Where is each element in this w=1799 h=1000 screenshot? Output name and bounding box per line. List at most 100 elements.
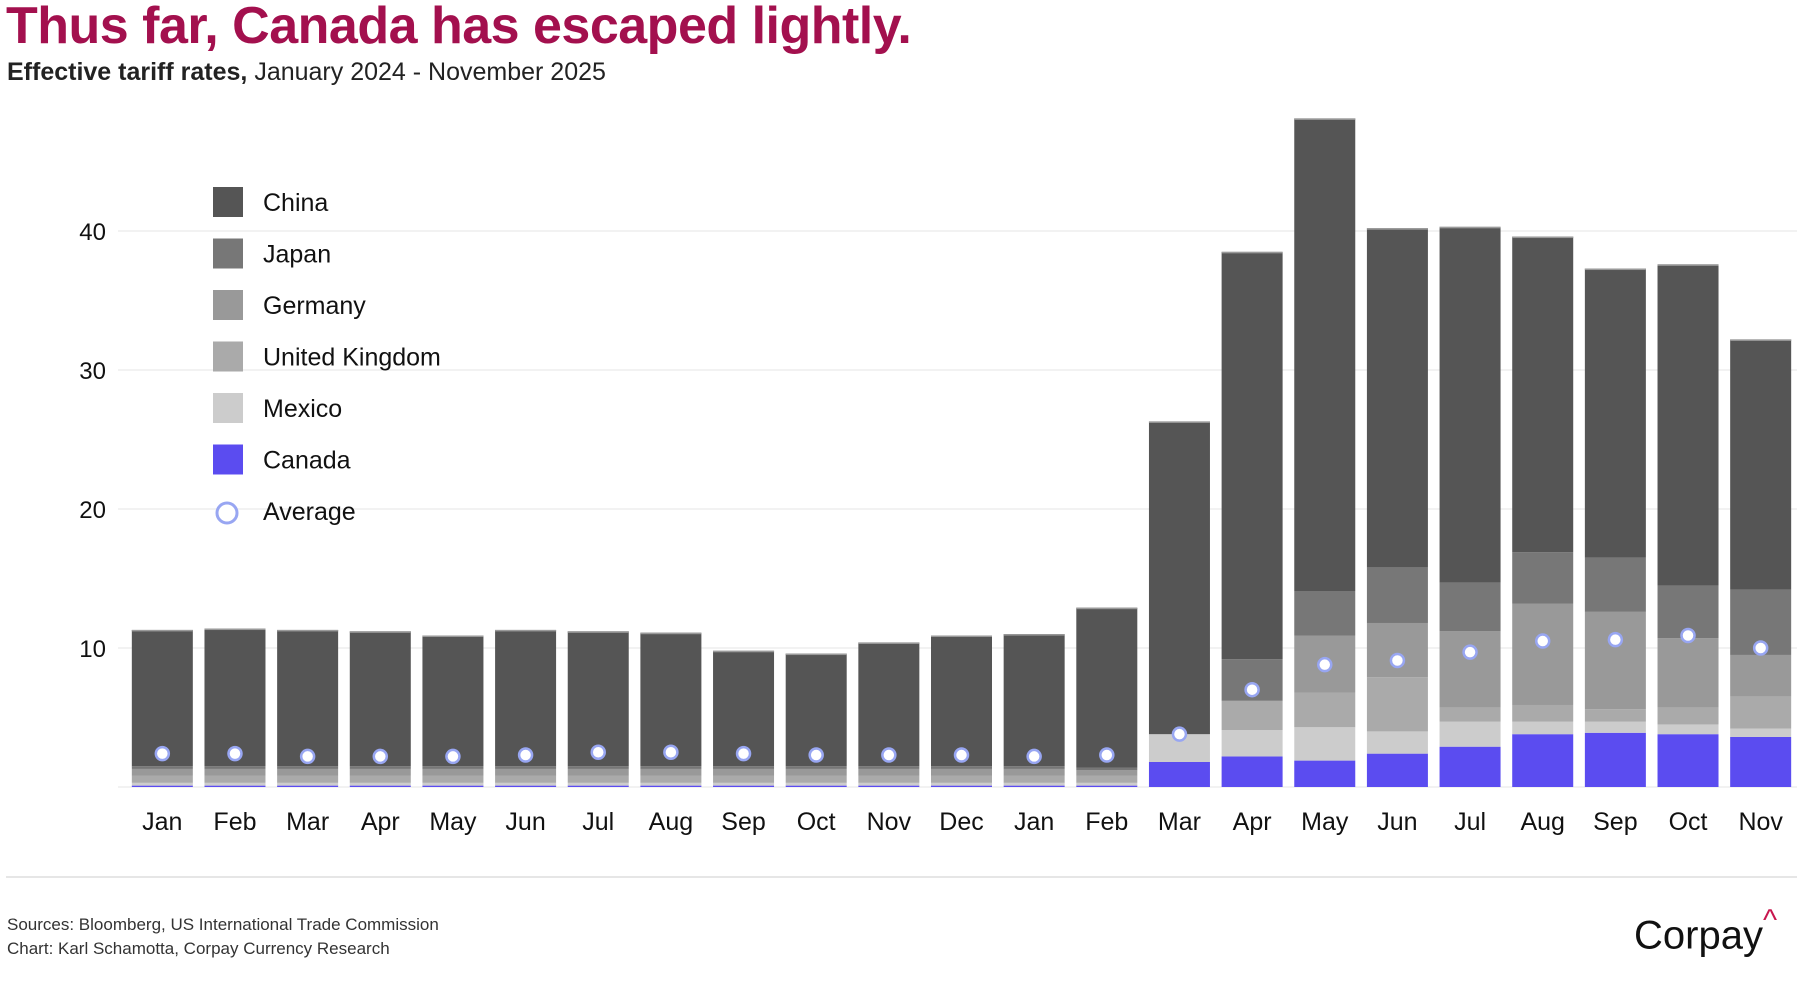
y-tick-label: 10 bbox=[79, 636, 106, 663]
bar-segment-japan bbox=[1366, 567, 1428, 623]
legend-item-mexico: Mexico bbox=[213, 393, 342, 423]
bar-stack bbox=[349, 631, 411, 787]
bar-segment-mexico bbox=[567, 782, 629, 786]
bar-segment-china bbox=[567, 631, 629, 767]
bar-segment-japan bbox=[1584, 557, 1646, 612]
legend-swatch bbox=[213, 341, 243, 372]
bar-segment-canada bbox=[422, 785, 484, 787]
bar-stack bbox=[1148, 421, 1210, 787]
bar-segment-united-kingdom bbox=[1584, 709, 1646, 722]
bar-segment-china bbox=[1512, 236, 1574, 553]
bar-segment-japan bbox=[785, 766, 847, 769]
bar-stack bbox=[1366, 228, 1428, 787]
bar-stack bbox=[1730, 339, 1792, 787]
x-tick-label: Oct bbox=[1669, 808, 1708, 836]
x-tick-label: Apr bbox=[361, 808, 400, 836]
bar-segment-china bbox=[349, 631, 411, 767]
average-point bbox=[1099, 747, 1115, 763]
average-point bbox=[1607, 631, 1624, 648]
bar-top-edge bbox=[1366, 228, 1428, 230]
x-tick-label: Jul bbox=[1454, 808, 1486, 836]
legend-label: Canada bbox=[263, 447, 351, 475]
bar-segment-japan bbox=[1439, 582, 1501, 632]
bar-segment-japan bbox=[349, 766, 411, 769]
bar-segment-mexico bbox=[131, 782, 193, 786]
average-point bbox=[1317, 656, 1333, 673]
bar-segment-china bbox=[1366, 228, 1428, 568]
bar-stack bbox=[1512, 236, 1574, 787]
x-tick-label: Jul bbox=[582, 808, 614, 836]
bar-segment-japan bbox=[1003, 766, 1065, 769]
chart-subtitle: Effective tariff rates, January 2024 - N… bbox=[7, 58, 606, 87]
legend-label: Germany bbox=[263, 292, 366, 320]
bar-segment-united-kingdom bbox=[713, 775, 775, 783]
x-tick-label: Sep bbox=[721, 808, 765, 836]
x-tick-label: Aug bbox=[1520, 808, 1564, 836]
legend-label: Average bbox=[263, 498, 356, 526]
bar-segment-united-kingdom bbox=[349, 775, 411, 783]
legend-label: Mexico bbox=[263, 395, 342, 423]
average-point bbox=[663, 744, 679, 760]
bar-segment-china bbox=[204, 628, 266, 767]
bar-segment-germany bbox=[277, 768, 339, 776]
bar-top-edge bbox=[1657, 264, 1719, 266]
x-tick-label: Nov bbox=[1738, 808, 1783, 836]
x-tick-label: Oct bbox=[797, 808, 836, 836]
bar-segment-germany bbox=[1366, 622, 1428, 678]
legend-swatch-average-icon bbox=[215, 501, 239, 525]
legend-label: Japan bbox=[263, 241, 331, 269]
bar-segment-united-kingdom bbox=[1294, 692, 1356, 728]
subtitle-range: January 2024 - November 2025 bbox=[247, 58, 606, 86]
bar-segment-canada bbox=[640, 785, 702, 787]
x-tick-label: Feb bbox=[213, 808, 256, 836]
bar-stack bbox=[131, 629, 193, 787]
bars bbox=[131, 118, 1792, 787]
average-markers bbox=[154, 627, 1769, 765]
average-point bbox=[1680, 627, 1696, 644]
bar-segment-germany bbox=[1439, 631, 1501, 708]
x-tick-label: Aug bbox=[649, 808, 693, 836]
bar-segment-canada bbox=[1148, 761, 1210, 787]
legend-item-canada: Canada bbox=[213, 444, 351, 475]
legend-swatch bbox=[213, 187, 243, 217]
bar-top-edge bbox=[1148, 421, 1210, 423]
bar-segment-japan bbox=[131, 766, 193, 769]
bar-segment-china bbox=[858, 642, 920, 767]
bar-segment-mexico bbox=[495, 782, 557, 786]
bar-stack bbox=[1584, 268, 1646, 787]
bar-stack bbox=[277, 629, 339, 787]
bar-segment-japan bbox=[858, 766, 920, 769]
bar-segment-mexico bbox=[931, 782, 992, 786]
bar-top-edge bbox=[422, 635, 484, 637]
average-point bbox=[299, 748, 316, 765]
average-point bbox=[1389, 652, 1406, 669]
bar-segment-germany bbox=[785, 768, 847, 776]
legend-swatch bbox=[213, 393, 243, 423]
bar-segment-china bbox=[1584, 268, 1646, 558]
bar-segment-canada bbox=[131, 785, 193, 787]
bar-segment-germany bbox=[349, 768, 411, 776]
bar-segment-germany bbox=[1512, 603, 1574, 705]
bar-segment-united-kingdom bbox=[131, 775, 193, 783]
bar-segment-japan bbox=[1076, 767, 1138, 771]
x-tick-label: Jun bbox=[1377, 808, 1417, 836]
bar-segment-mexico bbox=[422, 782, 484, 786]
bar-top-edge bbox=[1512, 236, 1574, 239]
x-tick-label: Nov bbox=[867, 808, 912, 836]
bar-segment-canada bbox=[785, 785, 847, 787]
footer: Sources: Bloomberg, US International Tra… bbox=[7, 913, 439, 961]
bar-segment-germany bbox=[567, 768, 629, 776]
bar-segment-japan bbox=[1512, 552, 1574, 604]
x-tick-label: Mar bbox=[286, 808, 329, 836]
bar-segment-china bbox=[1439, 226, 1501, 583]
bar-segment-canada bbox=[1730, 736, 1792, 787]
bar-segment-mexico bbox=[1294, 727, 1356, 761]
bar-segment-canada bbox=[1003, 785, 1065, 787]
bar-segment-japan bbox=[931, 766, 992, 769]
bar-segment-china bbox=[1221, 251, 1283, 660]
bar-stack bbox=[422, 635, 484, 787]
x-tick-label: Jan bbox=[142, 808, 182, 836]
x-axis: Jan Feb Mar Apr May Jun Jul Aug Sep Oct Nov Dec Jan F… bbox=[142, 808, 1783, 836]
bar-stack bbox=[1003, 634, 1065, 787]
bar-segment-canada bbox=[1366, 753, 1428, 787]
